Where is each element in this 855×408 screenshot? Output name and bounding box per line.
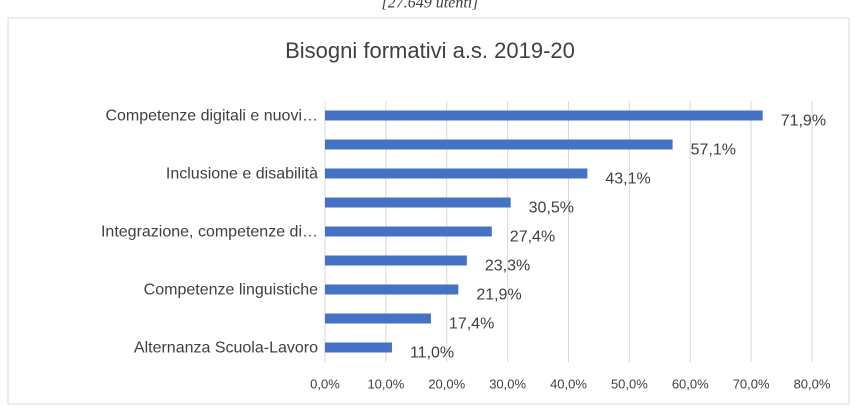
bar	[325, 226, 492, 237]
y-tick-label: Competenze linguistiche	[144, 282, 318, 299]
value-label: 27,4%	[510, 229, 555, 246]
bar	[325, 139, 673, 150]
value-label: 30,5%	[529, 200, 574, 217]
value-label: 43,1%	[605, 171, 650, 188]
x-tick-label: 80,0%	[794, 376, 831, 391]
x-tick-label: 30,0%	[489, 376, 526, 391]
chart-title: Bisogni formativi a.s. 2019-20	[285, 38, 575, 63]
x-tick-label: 60,0%	[672, 376, 709, 391]
bar	[325, 255, 467, 266]
value-label: 21,9%	[476, 287, 521, 304]
bar	[325, 168, 588, 179]
x-tick-label: 0,0%	[310, 376, 340, 391]
bar	[325, 313, 431, 324]
value-label: 17,4%	[449, 316, 494, 333]
y-tick-label: Alternanza Scuola-Lavoro	[134, 340, 318, 357]
x-tick-label: 20,0%	[428, 376, 465, 391]
x-tick-label: 70,0%	[733, 376, 770, 391]
bar	[325, 342, 392, 353]
header-note: [27.649 utenti]	[382, 0, 479, 12]
value-label: 57,1%	[691, 142, 736, 159]
bar	[325, 110, 763, 121]
x-tick-label: 40,0%	[550, 376, 587, 391]
value-label: 71,9%	[781, 113, 826, 130]
bar	[325, 284, 459, 295]
bar	[325, 197, 511, 208]
y-tick-label: Competenze digitali e nuovi…	[105, 108, 318, 125]
value-label: 23,3%	[485, 258, 530, 275]
y-tick-label: Integrazione, competenze di…	[101, 224, 318, 241]
x-tick-label: 10,0%	[367, 376, 404, 391]
x-tick-label: 50,0%	[611, 376, 648, 391]
value-label: 11,0%	[410, 345, 454, 362]
y-tick-label: Inclusione e disabilità	[166, 166, 318, 183]
chart-frame	[7, 17, 850, 405]
